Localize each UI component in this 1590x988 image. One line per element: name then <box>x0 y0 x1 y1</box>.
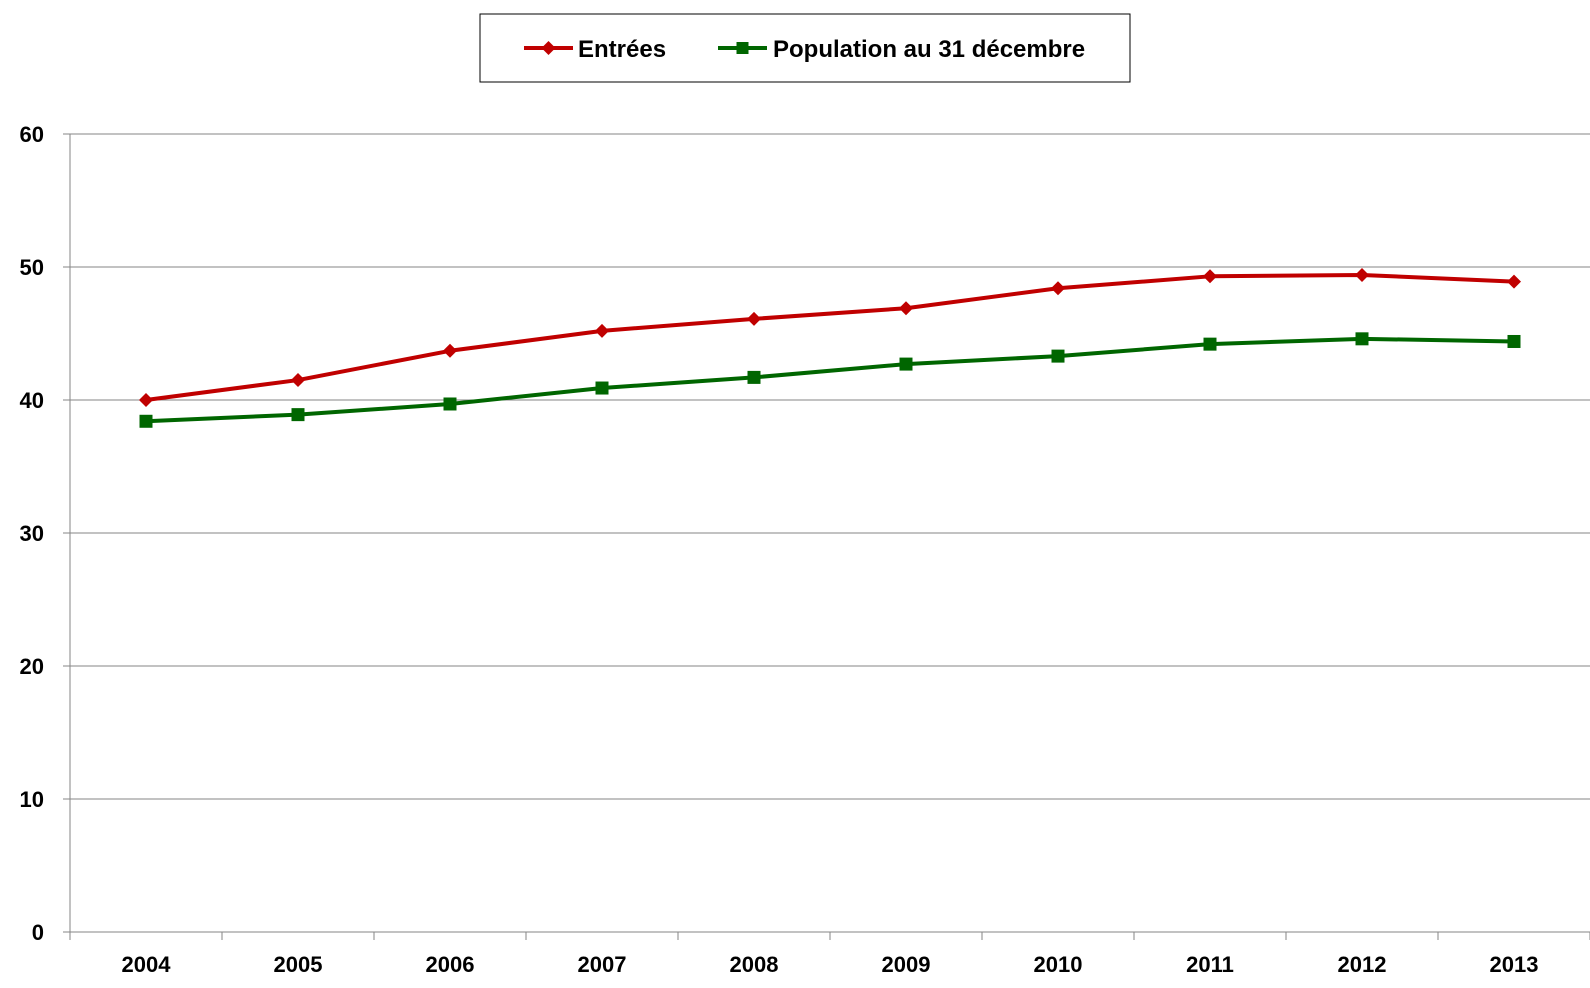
x-tick-label-2011: 2011 <box>1186 952 1234 977</box>
x-tick-label-2010: 2010 <box>1034 952 1083 977</box>
x-tick-label-2007: 2007 <box>578 952 627 977</box>
data-point-population-2012 <box>1355 332 1369 346</box>
data-point-entrees-2004 <box>139 393 153 407</box>
y-tick-label-50: 50 <box>20 255 44 280</box>
plot-area: 0 10 20 30 40 50 60 2004 2005 2006 2007 2008 2009 201… <box>20 122 1590 977</box>
x-tick-label-2005: 2005 <box>274 952 323 977</box>
x-tick-label-2012: 2012 <box>1338 952 1387 977</box>
data-point-population-2005 <box>291 408 305 422</box>
legend-marker-population <box>736 42 749 54</box>
legend-label-population: Population au 31 décembre <box>773 36 1085 63</box>
data-point-entrees-2008 <box>747 311 761 326</box>
y-tick-label-40: 40 <box>20 388 44 413</box>
data-point-entrees-2006 <box>443 343 457 358</box>
y-tick-label-60: 60 <box>20 122 44 147</box>
legend-item-entrees: Entrées <box>524 36 666 63</box>
x-tick-label-2008: 2008 <box>730 952 779 977</box>
data-point-population-2009 <box>899 357 913 371</box>
legend: Entrées Population au 31 décembre <box>479 13 1131 83</box>
data-point-entrees-2007 <box>595 323 609 338</box>
x-tick-label-2013: 2013 <box>1490 952 1539 977</box>
data-point-entrees-2013 <box>1507 274 1521 289</box>
data-point-entrees-2012 <box>1355 267 1369 282</box>
data-point-entrees-2010 <box>1051 281 1065 296</box>
data-point-entrees-2005 <box>291 373 305 388</box>
y-tick-label-20: 20 <box>20 654 44 679</box>
x-tick-label-2009: 2009 <box>882 952 931 977</box>
data-point-population-2013 <box>1507 334 1521 348</box>
y-tick-label-30: 30 <box>20 521 44 546</box>
data-point-population-2010 <box>1051 349 1065 363</box>
data-point-entrees-2009 <box>899 301 913 316</box>
data-point-population-2006 <box>443 397 457 411</box>
legend-box <box>479 13 1131 83</box>
x-tick-label-2004: 2004 <box>122 952 172 977</box>
data-point-population-2007 <box>595 381 609 395</box>
data-point-population-2004 <box>139 414 153 428</box>
series-line-entrees <box>145 272 1515 402</box>
series-line-population <box>145 336 1515 424</box>
legend-marker-entrees <box>541 41 556 55</box>
data-point-entrees-2011 <box>1203 269 1217 284</box>
legend-label-entrees: Entrées <box>578 36 666 63</box>
x-tick-label-2006: 2006 <box>426 952 475 977</box>
legend-item-population: Population au 31 décembre <box>718 36 1085 63</box>
y-tick-label-0: 0 <box>32 920 44 945</box>
data-point-population-2011 <box>1203 337 1217 351</box>
data-point-population-2008 <box>747 370 761 384</box>
y-tick-label-10: 10 <box>20 787 44 812</box>
